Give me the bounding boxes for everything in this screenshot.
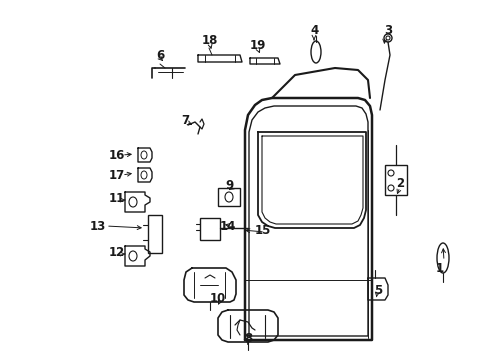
Text: 4: 4	[310, 23, 319, 36]
Text: 18: 18	[202, 33, 218, 46]
Text: 11: 11	[109, 192, 125, 204]
Text: 2: 2	[395, 176, 403, 189]
Text: 8: 8	[244, 332, 252, 345]
Text: 12: 12	[109, 246, 125, 258]
Text: 17: 17	[109, 168, 125, 181]
Text: 9: 9	[225, 179, 234, 192]
Text: 10: 10	[209, 292, 225, 305]
Text: 13: 13	[90, 220, 106, 233]
Text: 1: 1	[435, 261, 443, 274]
Text: 7: 7	[181, 113, 189, 126]
Text: 14: 14	[220, 220, 236, 233]
Text: 15: 15	[254, 224, 271, 237]
Text: 19: 19	[249, 39, 265, 51]
Text: 6: 6	[156, 49, 164, 62]
Text: 3: 3	[383, 23, 391, 36]
Text: 16: 16	[109, 149, 125, 162]
Text: 5: 5	[373, 284, 381, 297]
